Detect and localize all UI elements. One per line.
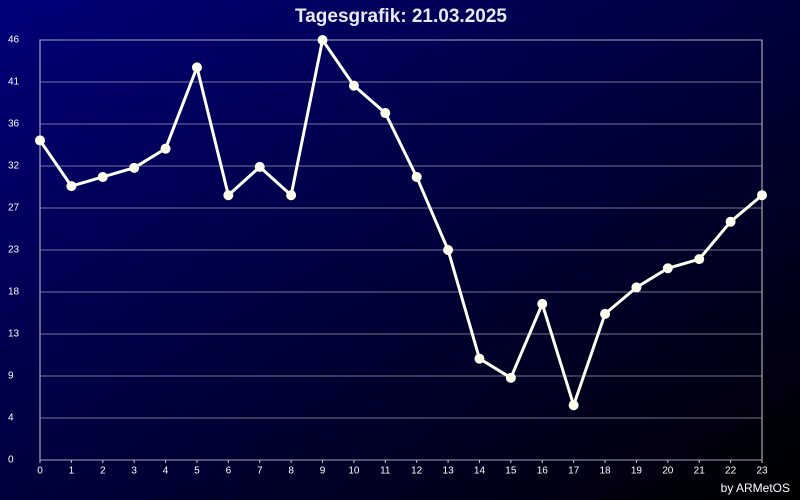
data-point — [411, 171, 422, 182]
data-point — [286, 190, 297, 201]
x-tick-label: 20 — [662, 466, 674, 477]
data-point — [35, 135, 45, 146]
y-tick-label: 0 — [8, 455, 14, 466]
data-point — [631, 282, 642, 293]
chart-title: Tagesgrafik: 21.03.2025 — [295, 6, 507, 27]
x-tick-label: 12 — [411, 466, 423, 477]
data-point — [568, 400, 579, 411]
y-tick-label: 41 — [8, 77, 20, 88]
x-tick-label: 8 — [288, 466, 294, 477]
x-tick-label: 11 — [380, 466, 391, 477]
data-point — [191, 62, 202, 73]
data-point — [317, 35, 328, 45]
data-point — [725, 216, 736, 227]
x-tick-label: 5 — [194, 466, 200, 477]
x-tick-label: 15 — [505, 466, 517, 477]
data-point — [505, 372, 516, 383]
x-tick-label: 4 — [163, 466, 169, 477]
data-point — [97, 171, 108, 182]
data-point — [380, 108, 391, 119]
y-tick-label: 18 — [8, 287, 20, 298]
data-point — [757, 190, 767, 201]
x-tick-label: 14 — [474, 466, 486, 477]
data-point — [443, 245, 454, 255]
x-tick-label: 3 — [131, 466, 137, 477]
data-point — [662, 263, 673, 274]
x-tick-label: 23 — [756, 466, 768, 477]
x-tick-label: 2 — [100, 466, 106, 477]
y-tick-label: 27 — [8, 203, 20, 214]
x-tick-label: 19 — [631, 466, 643, 477]
y-tick-label: 13 — [8, 329, 20, 340]
data-point — [129, 162, 140, 173]
x-tick-label: 1 — [69, 466, 75, 477]
x-tick-label: 10 — [348, 466, 360, 477]
data-point — [254, 161, 265, 172]
x-tick-label: 0 — [37, 466, 43, 477]
y-tick-label: 23 — [8, 245, 20, 256]
x-tick-label: 16 — [537, 466, 549, 477]
x-tick-label: 13 — [443, 466, 455, 477]
footer: by ARMetOS — [721, 481, 790, 495]
x-tick-label: 22 — [725, 466, 737, 477]
y-tick-label: 4 — [8, 413, 14, 424]
x-tick-label: 9 — [320, 466, 326, 477]
data-line — [38, 36, 763, 411]
data-point — [160, 143, 171, 154]
x-tick-label: 17 — [568, 466, 580, 477]
x-tick-label: 6 — [226, 466, 232, 477]
y-tick-label: 32 — [8, 161, 20, 172]
y-tick-label: 46 — [8, 35, 20, 46]
data-point — [348, 80, 359, 91]
data-point — [223, 190, 234, 201]
data-point — [537, 298, 548, 309]
data-point — [66, 181, 77, 192]
data-point — [600, 308, 611, 319]
data-point — [694, 254, 705, 265]
x-tick-label: 21 — [694, 466, 706, 477]
y-tick-label: 9 — [8, 371, 14, 382]
x-tick-label: 7 — [257, 466, 263, 477]
x-tick-label: 18 — [599, 466, 611, 477]
data-point — [474, 353, 485, 364]
y-tick-label: 36 — [8, 119, 20, 130]
